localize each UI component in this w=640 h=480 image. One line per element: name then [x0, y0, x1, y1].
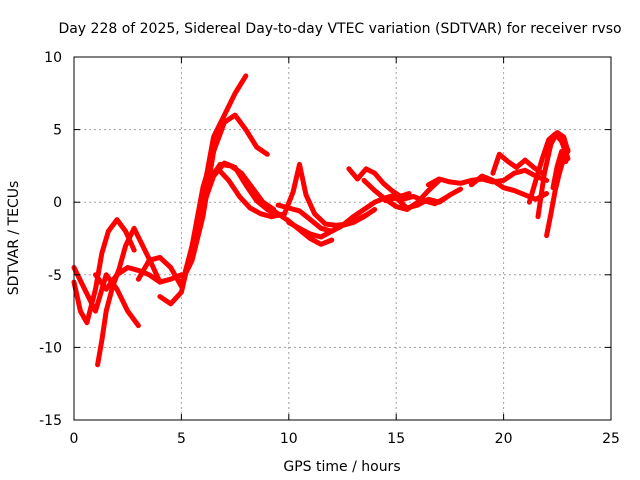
y-tick-label: 0 — [53, 195, 62, 211]
y-tick-label: 10 — [44, 50, 62, 66]
axis-ticks: 0 5 10 15 20 25 -15 -10 -5 0 5 10 — [39, 50, 620, 447]
series-arc-14 — [286, 192, 399, 240]
y-tick-label: -10 — [39, 340, 62, 356]
y-tick-label: -5 — [48, 268, 62, 284]
y-tick-label: -15 — [39, 413, 62, 429]
series-arc-4 — [93, 265, 184, 292]
y-axis-label: SDTVAR / TECUs — [6, 181, 22, 296]
grid — [74, 57, 611, 420]
x-tick-label: 0 — [70, 431, 79, 447]
x-tick-label: 15 — [387, 431, 405, 447]
series-layer — [71, 73, 571, 368]
series-arc-20 — [468, 173, 550, 202]
series-arc-15 — [346, 166, 412, 199]
series-arc-16 — [361, 177, 442, 212]
plot-frame — [73, 56, 612, 421]
x-axis-label: GPS time / hours — [283, 459, 400, 475]
x-tick-label: 10 — [280, 431, 298, 447]
series-arc-25 — [550, 148, 569, 191]
series-arc-1 — [71, 217, 137, 326]
series-arc-3 — [95, 225, 163, 368]
x-tick-label: 5 — [177, 431, 186, 447]
series-arc-7 — [178, 112, 270, 285]
x-tick-label: 25 — [602, 431, 620, 447]
series-arc-22 — [526, 131, 571, 205]
series-arc-2 — [71, 265, 141, 329]
y-tick-label: 5 — [53, 123, 62, 139]
chart-title: Day 228 of 2025, Sidereal Day-to-day VTE… — [58, 21, 621, 37]
x-tick-label: 20 — [495, 431, 513, 447]
series-arc-23 — [535, 130, 571, 220]
series-arc-13 — [282, 161, 371, 228]
series-arc-18 — [389, 193, 449, 207]
series-arc-10 — [204, 166, 287, 220]
series-arc-21 — [490, 151, 545, 176]
